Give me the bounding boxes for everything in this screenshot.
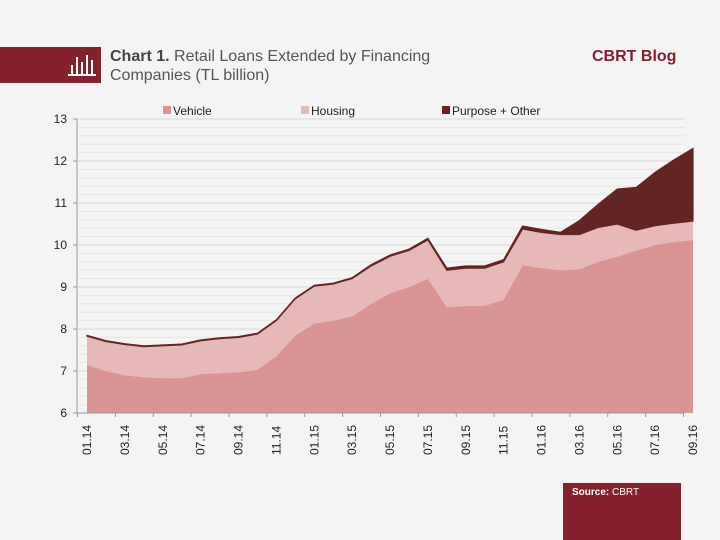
y-tick-label: 8	[60, 322, 67, 336]
source-box: Source: CBRT	[563, 483, 681, 540]
x-tick-label: 01.14	[80, 425, 94, 455]
x-tick-label: 05.14	[156, 425, 170, 455]
legend-swatch	[163, 106, 171, 114]
legend-swatch	[442, 106, 450, 114]
legend-swatch	[301, 106, 309, 114]
x-tick-label: 11.14	[269, 426, 283, 455]
x-tick-label: 01.16	[535, 425, 549, 455]
legend-label: Purpose + Other	[452, 104, 540, 118]
y-tick-label: 13	[54, 112, 68, 126]
x-tick-label: 09.14	[232, 425, 246, 455]
area-purpose-other	[86, 147, 694, 348]
x-tick-label: 07.16	[648, 425, 662, 455]
source-label: Source:	[572, 487, 610, 498]
x-tick-label: 07.14	[194, 425, 208, 455]
x-tick-label: 09.16	[686, 425, 700, 455]
y-tick-label: 6	[60, 406, 67, 420]
y-tick-label: 11	[55, 196, 68, 210]
y-tick-label: 7	[60, 364, 67, 378]
source-value: CBRT	[612, 487, 640, 498]
x-tick-label: 01.15	[307, 425, 321, 455]
x-tick-label: 05.15	[383, 425, 397, 455]
x-tick-label: 05.16	[610, 425, 624, 455]
y-tick-label: 12	[54, 154, 68, 168]
chart-title: Chart 1. Retail Loans Extended by Financ…	[110, 48, 431, 84]
brand-label: CBRT Blog	[592, 48, 677, 65]
x-tick-label: 09.15	[459, 425, 473, 455]
x-tick-label: 03.15	[345, 425, 359, 455]
x-tick-label: 07.15	[421, 425, 435, 455]
x-tick-label: 11.15	[497, 426, 511, 455]
header-band	[0, 47, 101, 83]
legend-label: Vehicle	[173, 104, 212, 118]
x-tick-label: 03.16	[572, 425, 586, 455]
x-tick-label: 03.14	[118, 425, 132, 455]
legend-label: Housing	[311, 104, 355, 118]
area-vehicle	[87, 239, 693, 413]
y-tick-label: 9	[60, 280, 67, 294]
y-tick-label: 10	[54, 238, 68, 252]
bar-chart-icon	[68, 55, 96, 76]
area-housing	[87, 221, 693, 379]
